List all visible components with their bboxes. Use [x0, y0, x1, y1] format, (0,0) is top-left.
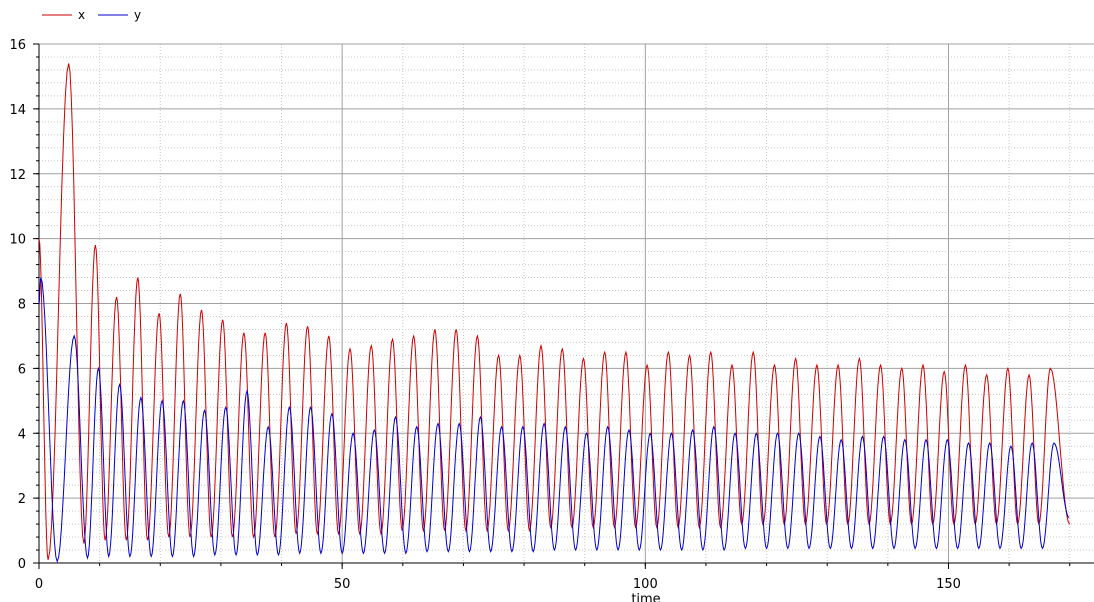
y-tick-label: 4: [18, 427, 26, 442]
x-tick-label: 150: [936, 577, 961, 592]
legend-label-y: y: [134, 8, 141, 22]
y-tick-label: 16: [9, 38, 26, 53]
y-tick-label: 8: [18, 298, 26, 313]
legend: x y: [42, 8, 141, 22]
series-line-x: [38, 63, 1071, 560]
grid: [39, 43, 1094, 563]
axes: 0 50 100 150 0 2 4 6 8 10 12 14 16: [9, 38, 1094, 592]
x-tick-label: 0: [35, 577, 43, 592]
y-tick-label: 6: [18, 362, 26, 377]
y-tick-label: 14: [9, 103, 26, 118]
series-line-y: [38, 277, 1070, 564]
series-lines: [38, 63, 1071, 564]
y-tick-label: 2: [18, 492, 26, 507]
x-axis-label: time: [631, 592, 660, 602]
legend-label-x: x: [78, 8, 85, 22]
y-tick-label: 10: [9, 233, 26, 248]
y-tick-label: 0: [18, 557, 26, 572]
x-tick-label: 50: [334, 577, 351, 592]
y-tick-label: 12: [9, 168, 26, 183]
x-tick-label: 100: [633, 577, 658, 592]
